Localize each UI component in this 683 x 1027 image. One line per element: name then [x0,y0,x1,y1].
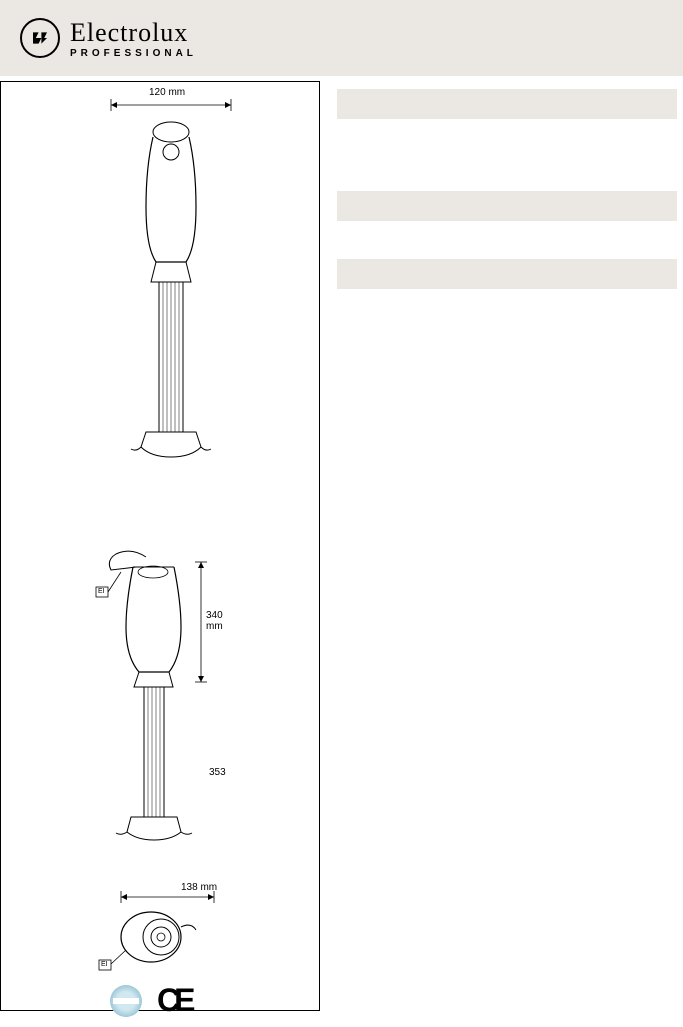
page-header: Electrolux PROFESSIONAL [0,0,683,76]
brand-subtitle: PROFESSIONAL [70,48,197,59]
content-area: 120 mm [0,76,683,1011]
top-view-drawing: 138 mm EI [96,882,236,972]
spec-panel [322,81,683,1011]
section-bar-2 [337,191,677,221]
shaft-length-label: 353 [209,767,226,778]
certification-footer: CE [110,982,189,1019]
logo-text: Electrolux PROFESSIONAL [70,18,197,59]
technical-drawing-box: 120 mm [0,81,320,1011]
ce-mark-icon: CE [157,982,189,1019]
section-bar-1 [337,89,677,119]
section-bar-3 [337,259,677,289]
certification-badge-icon [110,985,142,1017]
diagram-panel: 120 mm [0,81,322,1011]
depth-dimension-label: 138 mm [181,882,217,893]
side-view-drawing: 340 mm 353 EI [91,542,241,852]
front-view-drawing: 120 mm [101,87,241,517]
width-dimension-label: 120 mm [149,87,185,98]
electrolux-logo-icon [20,18,60,58]
callout-ei-1: EI [98,588,105,595]
height-dimension-label: 340 mm [206,610,241,632]
logo: Electrolux PROFESSIONAL [20,18,197,59]
callout-ei-2: EI [101,961,108,968]
brand-name: Electrolux [70,18,197,48]
